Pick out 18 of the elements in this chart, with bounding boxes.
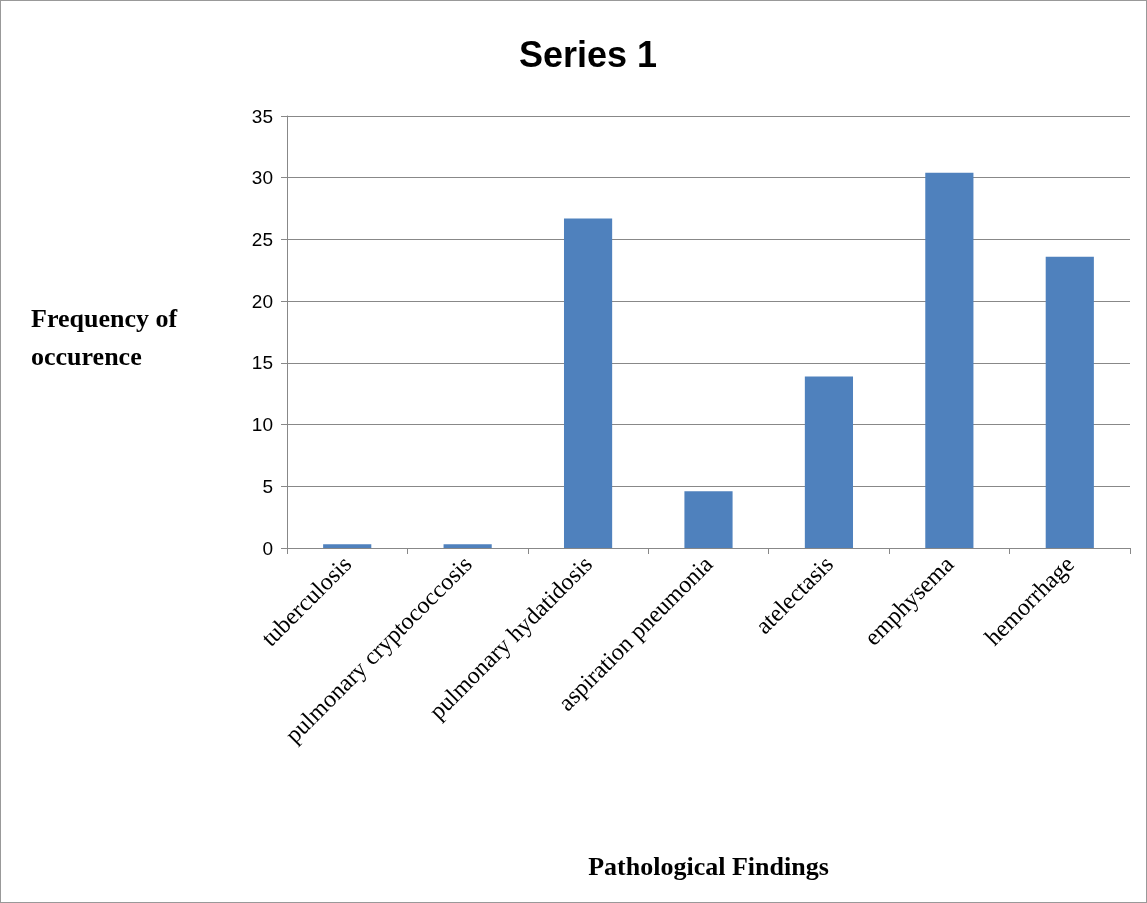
y-tick-label: 30 [251,167,273,189]
y-tick-label: 35 [251,105,273,127]
bar [804,376,854,548]
y-tick-label: 20 [251,290,273,312]
bar [443,544,492,548]
bar [1045,256,1094,548]
x-axis-title: Pathological Findings [588,851,829,881]
y-tick-label: 0 [262,537,273,559]
y-tick-label: 10 [251,414,273,436]
y-tick-label: 5 [262,475,273,497]
bar [563,218,613,548]
y-tick-label: 15 [251,352,273,374]
chart-title: Series 1 [518,33,658,75]
bar [925,172,974,548]
y-tick-label: 25 [251,228,273,250]
bar [323,544,372,548]
y-axis-title: Frequency of occurence [31,303,184,371]
bar [684,491,733,548]
